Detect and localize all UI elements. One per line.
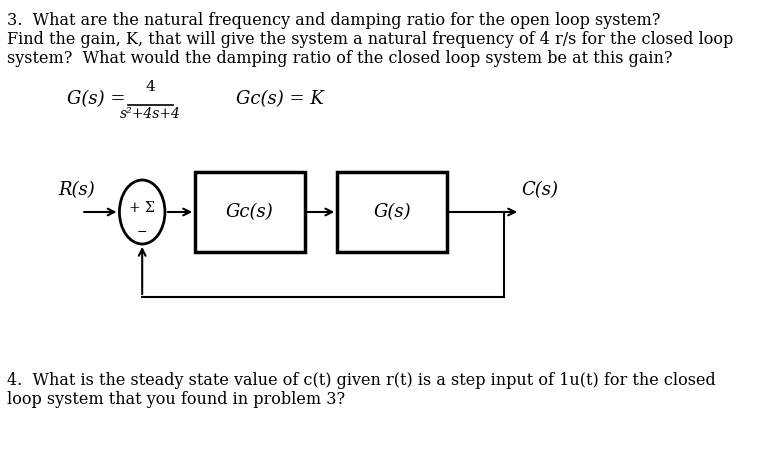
Bar	[337, 172, 447, 252]
Text: Gc(s) = K: Gc(s) = K	[236, 90, 323, 108]
Text: −: −	[137, 226, 148, 239]
Text: loop system that you found in problem 3?: loop system that you found in problem 3?	[7, 391, 345, 408]
Text: Gc(s): Gc(s)	[226, 203, 274, 221]
Text: 3.  What are the natural frequency and damping ratio for the open loop system?: 3. What are the natural frequency and da…	[7, 12, 660, 29]
Text: system?  What would the damping ratio of the closed loop system be at this gain?: system? What would the damping ratio of …	[7, 50, 672, 67]
Text: 4.  What is the steady state value of c(t) given r(t) is a step input of 1u(t) f: 4. What is the steady state value of c(t…	[7, 372, 715, 389]
Bar	[195, 172, 304, 252]
Text: 4: 4	[145, 80, 155, 94]
Text: R(s): R(s)	[59, 181, 95, 199]
Text: + Σ: + Σ	[129, 201, 155, 215]
Text: C(s): C(s)	[521, 181, 559, 199]
Text: Find the gain, K, that will give the system a natural frequency of 4 r/s for the: Find the gain, K, that will give the sys…	[7, 31, 733, 48]
Text: G(s) =: G(s) =	[67, 90, 125, 108]
Text: G(s): G(s)	[373, 203, 411, 221]
Text: s²+4s+4: s²+4s+4	[120, 107, 181, 121]
